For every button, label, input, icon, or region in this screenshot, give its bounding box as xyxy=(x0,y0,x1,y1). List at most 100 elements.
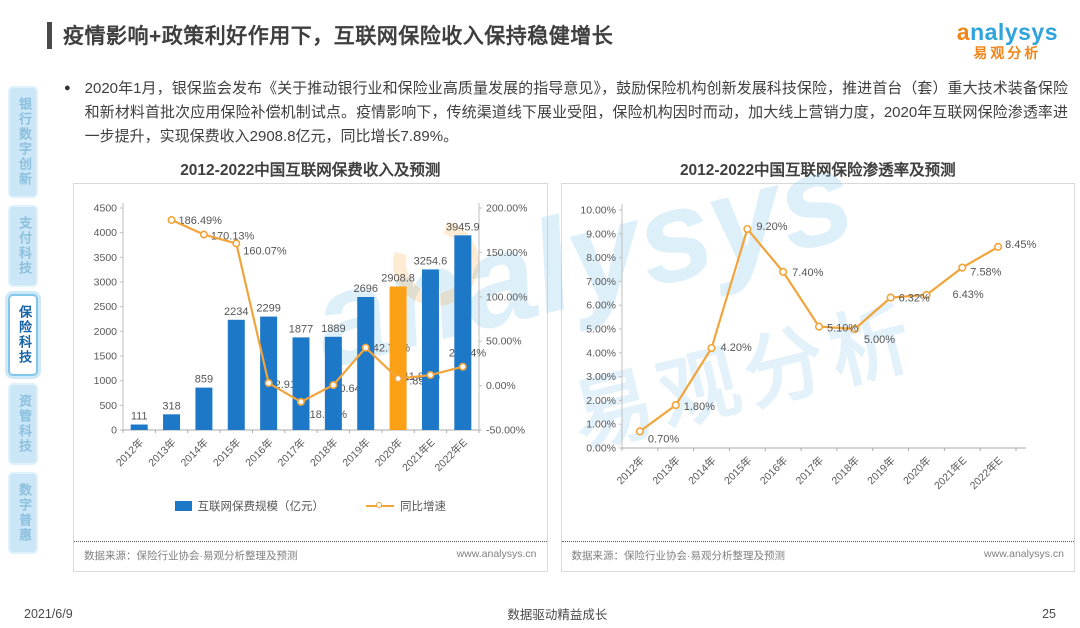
svg-text:1.80%: 1.80% xyxy=(684,401,715,413)
svg-text:2019年: 2019年 xyxy=(865,454,898,487)
svg-text:4500: 4500 xyxy=(93,202,117,214)
left-website-text: www.analysys.cn xyxy=(456,547,537,560)
svg-text:2908.8: 2908.8 xyxy=(381,272,415,284)
svg-text:160.07%: 160.07% xyxy=(243,245,287,257)
page-footer: 2021/6/9 数据驱动精益成长 25 xyxy=(0,604,1080,623)
svg-text:2014年: 2014年 xyxy=(686,454,719,487)
penetration-chart-section: 2012-2022中国互联网保险渗透率及预测 0.00% 1.00% 2.00% 3.… xyxy=(560,158,1075,572)
svg-text:5.00%: 5.00% xyxy=(864,334,895,346)
title-accent-bar xyxy=(47,22,52,49)
svg-text:5.10%: 5.10% xyxy=(827,322,858,334)
svg-text:186.49%: 186.49% xyxy=(178,215,222,227)
svg-text:318: 318 xyxy=(162,400,180,412)
svg-text:3000: 3000 xyxy=(93,276,117,288)
line-marker-icon xyxy=(376,501,382,508)
svg-text:0.70%: 0.70% xyxy=(648,433,679,445)
svg-text:2020年: 2020年 xyxy=(901,454,934,487)
svg-text:2022年E: 2022年E xyxy=(432,436,470,474)
svg-text:0.00%: 0.00% xyxy=(486,380,516,392)
svg-text:2234: 2234 xyxy=(224,305,248,317)
svg-text:150.00%: 150.00% xyxy=(486,247,527,259)
svg-text:2012年: 2012年 xyxy=(614,454,647,487)
svg-text:111: 111 xyxy=(131,410,148,422)
svg-text:170.13%: 170.13% xyxy=(211,230,255,242)
penetration-line-chart: 0.00% 1.00% 2.00% 3.00% 4.00% 5.00% 6.00% 7.00%… xyxy=(581,203,1037,492)
svg-text:1889: 1889 xyxy=(321,322,345,334)
svg-text:0: 0 xyxy=(111,424,117,436)
right-source-text: 数据来源：保险行业协会·易观分析整理及预测 xyxy=(571,549,786,562)
svg-text:200.00%: 200.00% xyxy=(486,202,527,214)
right-chart-box: 0.00% 1.00% 2.00% 3.00% 4.00% 5.00% 6.00% 7.00%… xyxy=(560,182,1075,572)
svg-text:2019年: 2019年 xyxy=(339,436,372,469)
svg-text:9.00%: 9.00% xyxy=(586,228,616,240)
right-chart-source-row: 数据来源：保险行业协会·易观分析整理及预测 www.analysys.cn xyxy=(561,540,1074,571)
svg-text:6.43%: 6.43% xyxy=(953,289,984,301)
svg-text:2021年E: 2021年E xyxy=(399,436,437,474)
svg-text:2013年: 2013年 xyxy=(650,454,683,487)
svg-text:5.00%: 5.00% xyxy=(586,323,616,335)
svg-text:2012年: 2012年 xyxy=(113,436,146,469)
header: 疫情影响+政策利好作用下，互联网保险收入保持稳健增长 analysys 易观分析 xyxy=(47,19,1062,62)
footer-date: 2021/6/9 xyxy=(24,606,73,621)
svg-text:2.00%: 2.00% xyxy=(586,395,616,407)
svg-text:2696: 2696 xyxy=(353,283,377,295)
bar-swatch-icon xyxy=(174,500,192,511)
sidebar-item-2[interactable]: 支付科技 xyxy=(8,205,38,287)
left-chart-title: 2012-2022中国互联网保费收入及预测 xyxy=(180,161,441,179)
slide: 银行数字创新支付科技保险科技资管科技数字普惠 疫情影响+政策利好作用下，互联网保… xyxy=(0,19,1080,628)
legend-label-premium: 互联网保费规模（亿元） xyxy=(197,500,325,513)
sidebar-item-5[interactable]: 数字普惠 xyxy=(8,472,38,554)
svg-text:3500: 3500 xyxy=(93,252,117,264)
svg-text:100.00%: 100.00% xyxy=(486,291,527,303)
svg-text:2015年: 2015年 xyxy=(210,436,243,469)
svg-text:2018年: 2018年 xyxy=(307,436,340,469)
svg-text:500: 500 xyxy=(99,400,117,412)
svg-text:859: 859 xyxy=(194,373,212,385)
left-chart-source-row: 数据来源：保险行业协会·易观分析整理及预测 www.analysys.cn xyxy=(74,540,547,571)
bullet-icon: ● xyxy=(64,81,71,94)
analysys-logo: analysys 易观分析 xyxy=(957,19,1062,62)
svg-text:7.58%: 7.58% xyxy=(971,266,1002,278)
premium-income-combo-chart: 0 500 1000 1500 2000 2500 3000 3500 4000 4500 -50.… xyxy=(93,202,527,474)
svg-text:3.00%: 3.00% xyxy=(586,371,616,383)
svg-text:1000: 1000 xyxy=(93,375,117,387)
svg-text:-50.00%: -50.00% xyxy=(486,424,525,436)
left-source-text: 数据来源：保险行业协会·易观分析整理及预测 xyxy=(84,549,298,562)
sidebar-item-4[interactable]: 资管科技 xyxy=(8,383,38,465)
svg-text:2022年E: 2022年E xyxy=(967,454,1005,492)
svg-text:2016年: 2016年 xyxy=(242,436,275,469)
svg-text:7.00%: 7.00% xyxy=(586,276,616,288)
legend-item-growth-line: 同比增速 xyxy=(366,498,446,514)
svg-text:2021年E: 2021年E xyxy=(932,454,970,492)
analysys-logo-chinese: 易观分析 xyxy=(973,45,1042,62)
right-website-text: www.analysys.cn xyxy=(984,547,1064,560)
summary-text: 2020年1月，银保监会发布《关于推动银行业和保险业高质量发展的指导意见》，鼓励… xyxy=(84,79,1068,145)
page-number: 25 xyxy=(1042,606,1056,621)
svg-text:1.00%: 1.00% xyxy=(586,418,616,430)
svg-text:2500: 2500 xyxy=(93,301,117,313)
svg-text:1877: 1877 xyxy=(289,323,313,335)
sidebar-item-3[interactable]: 保险科技 xyxy=(8,294,38,376)
svg-text:50.00%: 50.00% xyxy=(486,335,522,347)
svg-text:2017年: 2017年 xyxy=(275,436,308,469)
premium-income-chart-section: 2012-2022中国互联网保费收入及预测 0 500 1000 1500 2000 25… xyxy=(73,158,548,572)
line-swatch-icon xyxy=(366,501,394,508)
right-chart-title: 2012-2022中国互联网保险渗透率及预测 xyxy=(679,161,956,179)
svg-text:2299: 2299 xyxy=(256,302,280,314)
svg-text:6.32%: 6.32% xyxy=(899,292,930,304)
footer-slogan: 数据驱动精益成长 xyxy=(507,608,608,622)
svg-text:8.00%: 8.00% xyxy=(586,252,616,264)
svg-text:2018年: 2018年 xyxy=(829,454,862,487)
sidebar: 银行数字创新支付科技保险科技资管科技数字普惠 xyxy=(8,86,38,554)
svg-text:2016年: 2016年 xyxy=(757,454,790,487)
svg-text:8.45%: 8.45% xyxy=(1005,239,1036,251)
summary-bullet: ● 2020年1月，银保监会发布《关于推动银行业和保险业高质量发展的指导意见》，… xyxy=(64,77,1068,149)
svg-text:4.20%: 4.20% xyxy=(721,342,752,354)
charts-area: 2012-2022中国互联网保费收入及预测 0 500 1000 1500 2000 25… xyxy=(73,158,1075,572)
svg-text:2013年: 2013年 xyxy=(145,436,178,469)
sidebar-item-1[interactable]: 银行数字创新 xyxy=(8,86,38,198)
svg-text:7.40%: 7.40% xyxy=(792,267,823,279)
svg-text:3254.6: 3254.6 xyxy=(413,255,447,267)
svg-text:6.00%: 6.00% xyxy=(586,299,616,311)
svg-text:10.00%: 10.00% xyxy=(581,204,617,216)
